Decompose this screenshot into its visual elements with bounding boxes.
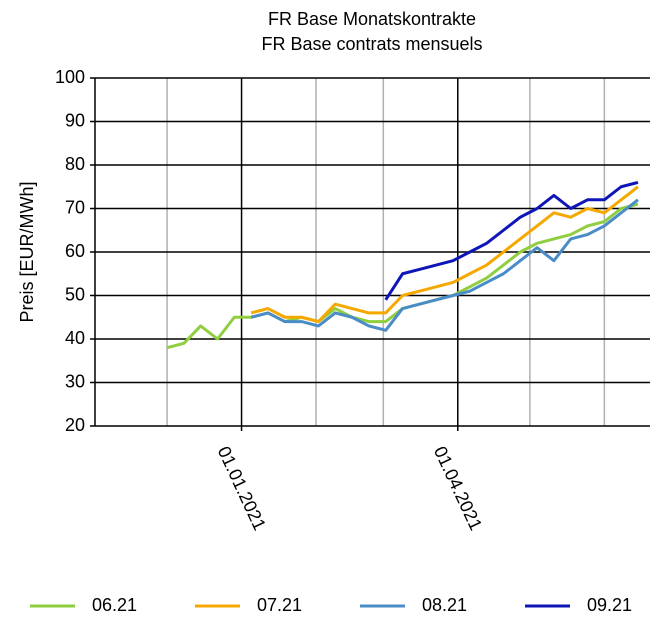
y-tick-label: 60	[65, 241, 85, 261]
x-tick-label: 01.01.2021	[214, 443, 270, 533]
y-tick-label: 30	[65, 371, 85, 391]
y-tick-label: 40	[65, 328, 85, 348]
y-tick-label: 100	[55, 67, 85, 87]
chart-title: FR Base contrats mensuels	[261, 34, 482, 54]
y-axis-label: Preis [EUR/MWh]	[17, 181, 37, 322]
x-tick-label: 01.04.2021	[430, 443, 486, 533]
y-tick-label: 90	[65, 110, 85, 130]
legend-label: 07.21	[257, 595, 302, 615]
series-line	[250, 185, 639, 324]
series-line	[384, 180, 639, 301]
y-tick-label: 70	[65, 197, 85, 217]
legend-label: 09.21	[587, 595, 632, 615]
y-tick-label: 80	[65, 154, 85, 174]
y-tick-label: 20	[65, 415, 85, 435]
legend-label: 08.21	[422, 595, 467, 615]
legend-label: 06.21	[92, 595, 137, 615]
y-tick-label: 50	[65, 284, 85, 304]
chart-title: FR Base Monatskontrakte	[268, 9, 476, 29]
series-line	[250, 198, 639, 332]
